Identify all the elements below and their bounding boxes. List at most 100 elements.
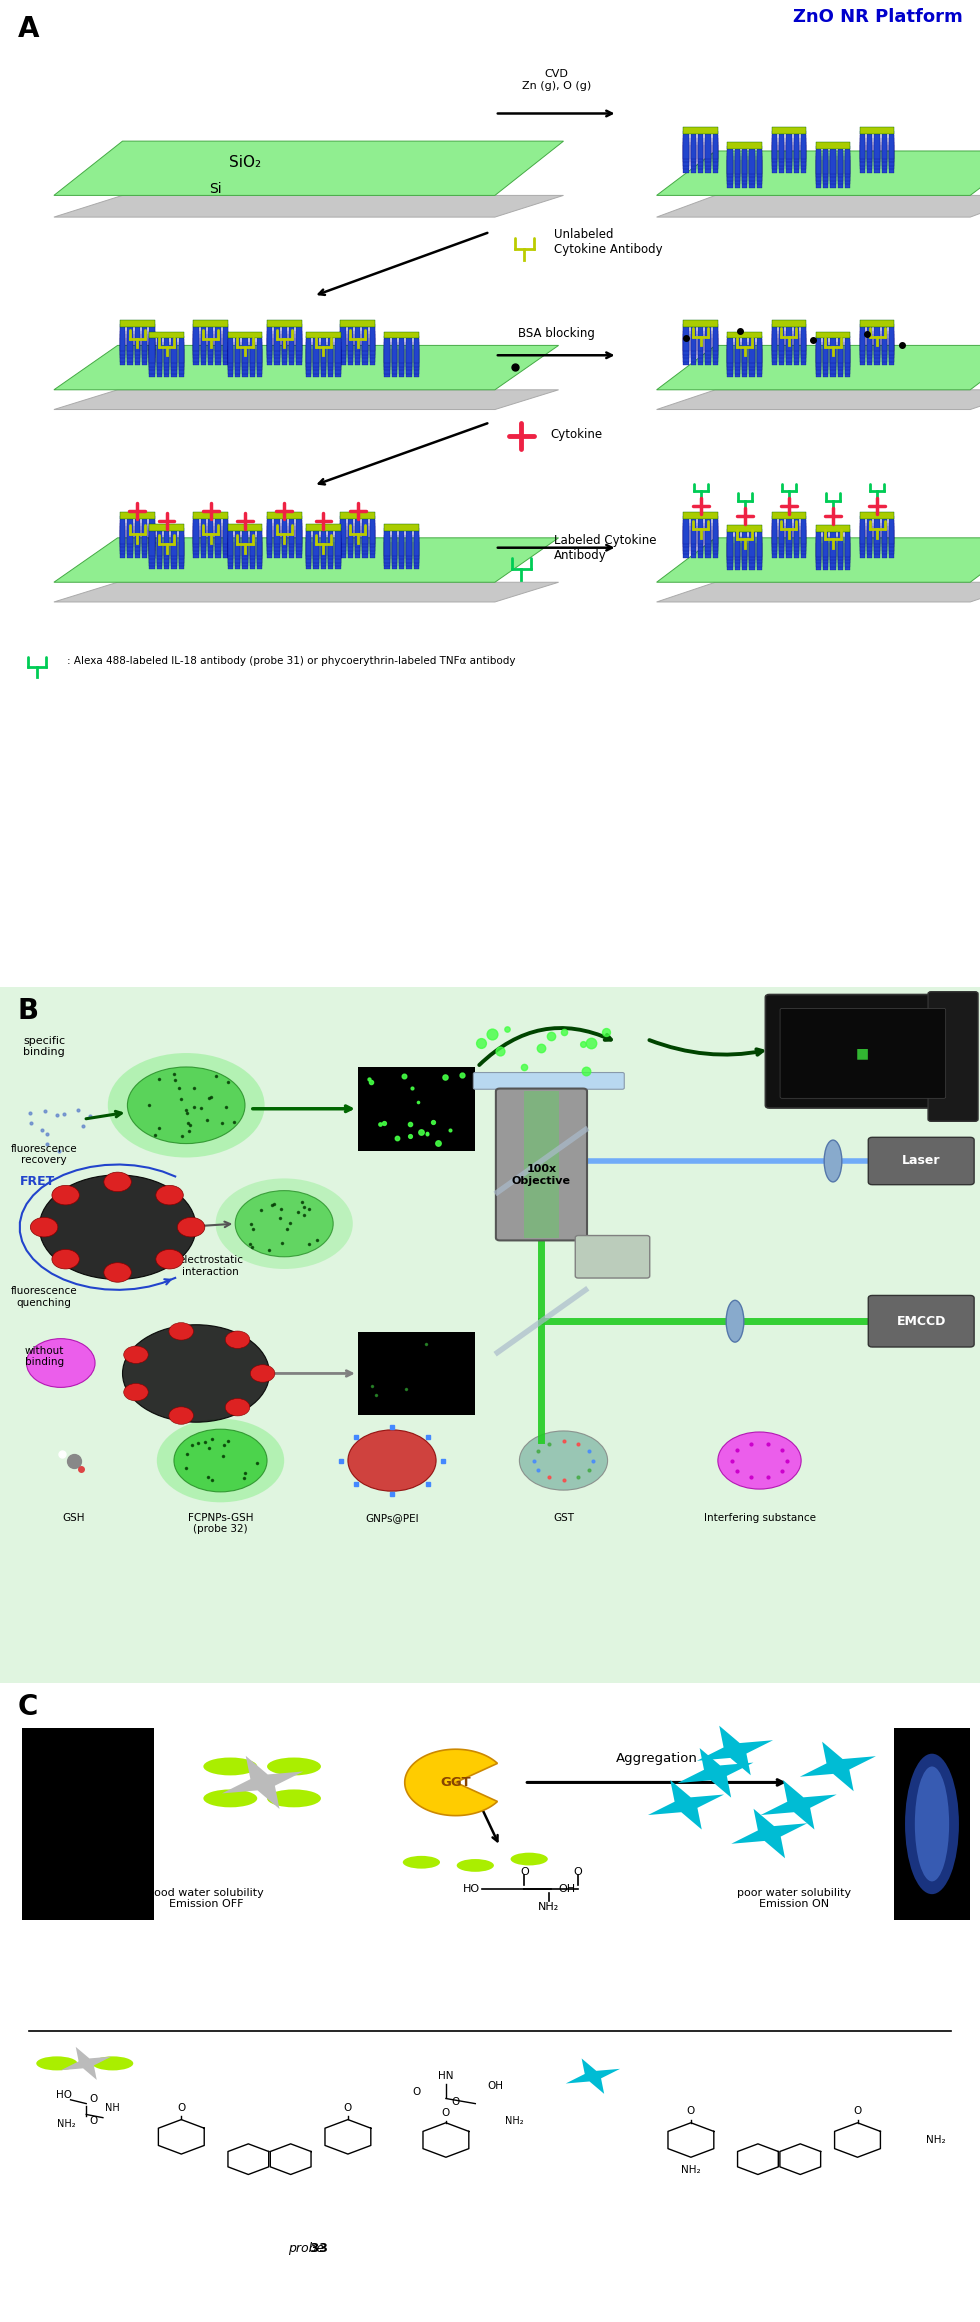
Bar <box>178 534 184 562</box>
Ellipse shape <box>204 1790 257 1807</box>
Bar <box>867 515 872 543</box>
Polygon shape <box>657 583 980 601</box>
Text: EMCCD: EMCCD <box>897 1314 946 1328</box>
Text: NH₂: NH₂ <box>505 2115 524 2127</box>
Bar <box>801 527 807 555</box>
Text: specific
binding: specific binding <box>24 1036 65 1057</box>
Bar <box>683 520 689 548</box>
Bar <box>830 334 836 362</box>
Text: FCPNPs-GSH
(probe 32): FCPNPs-GSH (probe 32) <box>188 1514 253 1535</box>
Polygon shape <box>54 195 563 218</box>
Bar <box>735 156 740 183</box>
Bar <box>683 135 689 163</box>
Bar <box>867 132 872 158</box>
Bar <box>267 327 272 355</box>
Bar <box>134 334 140 362</box>
FancyBboxPatch shape <box>928 991 978 1122</box>
Bar <box>250 346 255 374</box>
Bar <box>894 1728 970 1920</box>
Bar <box>830 348 836 376</box>
Polygon shape <box>800 1742 876 1790</box>
Bar <box>698 515 704 543</box>
Bar <box>407 534 412 562</box>
Bar <box>815 339 821 367</box>
Bar <box>838 334 843 362</box>
Bar <box>274 330 279 358</box>
Bar <box>859 529 865 557</box>
Bar <box>363 515 368 543</box>
Bar <box>340 337 346 365</box>
Text: 33: 33 <box>280 2243 328 2255</box>
Bar <box>830 543 836 571</box>
Text: O: O <box>177 2104 185 2113</box>
Bar <box>355 515 361 543</box>
Bar <box>757 339 762 367</box>
Bar <box>222 522 228 550</box>
Bar <box>750 348 755 376</box>
Bar <box>874 522 880 550</box>
Bar <box>750 539 755 567</box>
Polygon shape <box>54 142 563 195</box>
Bar <box>392 527 397 555</box>
Bar <box>314 527 318 555</box>
Bar <box>779 323 784 351</box>
Bar <box>392 541 397 569</box>
Bar <box>227 339 233 367</box>
Polygon shape <box>221 1755 304 1809</box>
Bar <box>149 348 155 376</box>
Bar <box>757 348 762 376</box>
Bar <box>222 323 228 351</box>
Bar <box>750 153 755 181</box>
Bar <box>779 135 784 163</box>
Polygon shape <box>677 1748 754 1797</box>
Bar <box>257 534 263 562</box>
Bar <box>845 341 851 369</box>
Bar <box>683 142 689 170</box>
Bar <box>250 539 255 567</box>
Bar <box>208 327 214 355</box>
Text: NH₂: NH₂ <box>681 2164 701 2176</box>
Bar <box>399 341 405 369</box>
Ellipse shape <box>519 1430 608 1491</box>
Bar <box>683 527 689 555</box>
Bar <box>706 330 710 358</box>
Text: NH₂: NH₂ <box>926 2134 946 2146</box>
Bar <box>335 527 341 555</box>
Bar <box>134 529 140 557</box>
Bar <box>306 332 341 339</box>
Bar <box>348 330 353 358</box>
Text: Unlabeled
Cytokine Antibody: Unlabeled Cytokine Antibody <box>554 228 662 255</box>
Bar <box>314 339 318 367</box>
Bar <box>838 532 843 560</box>
Bar <box>830 149 836 176</box>
Bar <box>683 323 689 351</box>
Bar <box>845 529 851 557</box>
Bar <box>274 527 279 555</box>
Bar <box>815 142 851 149</box>
Bar <box>830 529 836 557</box>
Bar <box>348 529 353 557</box>
Bar <box>314 346 318 374</box>
Bar <box>786 330 792 358</box>
Bar <box>742 346 748 374</box>
Bar <box>281 323 287 351</box>
Bar <box>815 156 821 183</box>
Bar <box>164 532 170 560</box>
Bar <box>399 534 405 562</box>
Bar <box>157 339 162 367</box>
Bar <box>691 142 696 170</box>
Bar <box>157 539 162 567</box>
Bar <box>779 142 784 170</box>
Bar <box>142 327 147 355</box>
Bar <box>727 153 733 181</box>
Bar <box>889 529 895 557</box>
Bar <box>250 334 255 362</box>
Bar <box>771 135 777 163</box>
Bar <box>149 527 155 555</box>
Text: GSH: GSH <box>63 1514 84 1523</box>
Ellipse shape <box>123 1384 148 1400</box>
Bar <box>227 332 263 339</box>
Bar <box>201 520 206 548</box>
Bar <box>127 330 132 358</box>
Bar <box>363 529 368 557</box>
